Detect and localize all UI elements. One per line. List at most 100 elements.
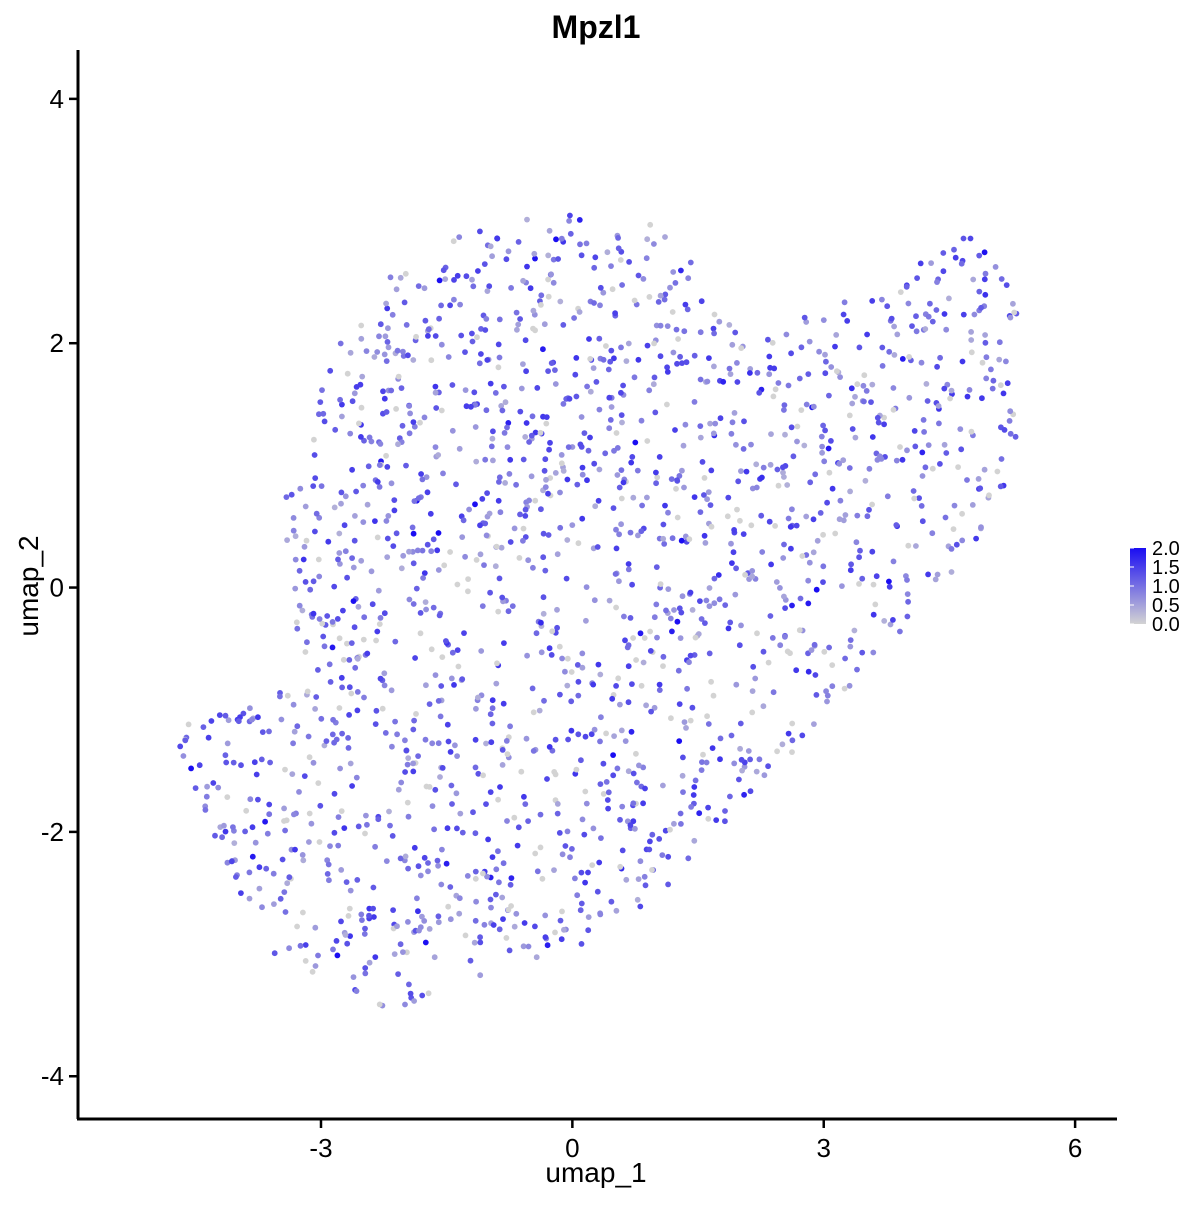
data-point bbox=[325, 861, 332, 868]
x-tick-label: 6 bbox=[1068, 1133, 1082, 1163]
data-point bbox=[893, 457, 900, 464]
data-point bbox=[397, 855, 404, 862]
data-point bbox=[417, 610, 424, 616]
data-point bbox=[646, 846, 653, 853]
data-point bbox=[469, 276, 475, 283]
data-point bbox=[783, 331, 790, 338]
data-point bbox=[903, 283, 910, 290]
data-point bbox=[472, 736, 479, 743]
data-point bbox=[372, 518, 378, 524]
data-point bbox=[660, 782, 666, 789]
data-point bbox=[479, 496, 486, 502]
data-point bbox=[733, 681, 740, 688]
data-point bbox=[681, 719, 688, 725]
data-point bbox=[277, 693, 283, 700]
data-point bbox=[766, 518, 773, 525]
data-point bbox=[806, 559, 813, 566]
data-point bbox=[552, 367, 558, 373]
data-point bbox=[311, 452, 318, 458]
data-point bbox=[801, 442, 808, 449]
data-point bbox=[567, 230, 574, 237]
data-point bbox=[710, 430, 717, 437]
data-point bbox=[592, 503, 599, 510]
data-point bbox=[475, 770, 482, 777]
data-point bbox=[508, 875, 515, 881]
data-point bbox=[529, 413, 536, 420]
data-point bbox=[819, 449, 825, 456]
data-point bbox=[823, 688, 829, 695]
data-point bbox=[338, 808, 345, 814]
data-point bbox=[689, 704, 696, 711]
data-point bbox=[869, 548, 876, 555]
data-point bbox=[605, 789, 612, 796]
data-point bbox=[697, 376, 704, 383]
data-point bbox=[520, 943, 527, 950]
data-point bbox=[849, 400, 856, 407]
data-point bbox=[765, 336, 771, 343]
data-point bbox=[557, 917, 564, 924]
data-point bbox=[311, 436, 317, 443]
data-point bbox=[1011, 309, 1018, 316]
data-point bbox=[613, 604, 619, 611]
data-point bbox=[411, 423, 418, 430]
data-point bbox=[976, 252, 983, 259]
data-point bbox=[627, 529, 634, 536]
data-point bbox=[733, 441, 739, 448]
data-point bbox=[557, 524, 564, 531]
data-point bbox=[398, 779, 405, 786]
data-point bbox=[405, 865, 411, 872]
data-point bbox=[438, 407, 445, 414]
data-point bbox=[741, 791, 747, 798]
data-point bbox=[313, 510, 320, 517]
data-point bbox=[689, 607, 696, 613]
data-point bbox=[459, 676, 466, 683]
data-point bbox=[337, 561, 343, 567]
data-point bbox=[364, 501, 371, 508]
data-point bbox=[774, 748, 780, 755]
data-point bbox=[302, 649, 309, 655]
data-point bbox=[687, 717, 694, 724]
data-point bbox=[568, 698, 575, 705]
data-point bbox=[716, 318, 723, 325]
data-point bbox=[327, 679, 334, 685]
data-point bbox=[462, 932, 469, 939]
data-point bbox=[526, 439, 532, 445]
data-point bbox=[579, 464, 586, 471]
data-point bbox=[247, 705, 253, 712]
data-point bbox=[1003, 282, 1010, 288]
data-point bbox=[534, 385, 541, 391]
data-point bbox=[543, 476, 549, 483]
data-point bbox=[334, 952, 341, 959]
data-point bbox=[354, 877, 361, 883]
data-point bbox=[899, 356, 906, 362]
data-point bbox=[598, 714, 604, 721]
data-point bbox=[436, 277, 443, 284]
data-point bbox=[633, 657, 639, 663]
data-point bbox=[978, 524, 984, 531]
x-axis-ticks: -3 0 3 6 bbox=[309, 1119, 1082, 1163]
data-point bbox=[781, 593, 787, 600]
data-point bbox=[772, 386, 779, 393]
data-point bbox=[548, 271, 554, 278]
data-point bbox=[605, 366, 612, 373]
data-point bbox=[339, 401, 345, 408]
data-point bbox=[870, 649, 877, 656]
data-point bbox=[842, 512, 849, 518]
data-point bbox=[430, 604, 437, 611]
data-point bbox=[449, 801, 455, 807]
data-point bbox=[410, 768, 417, 775]
data-point bbox=[893, 522, 900, 528]
data-point bbox=[320, 633, 327, 640]
data-point bbox=[243, 807, 250, 814]
data-point bbox=[451, 277, 457, 283]
data-point bbox=[836, 460, 843, 467]
data-point bbox=[439, 765, 446, 771]
data-point bbox=[767, 461, 774, 468]
data-point bbox=[494, 235, 500, 242]
data-point bbox=[388, 687, 395, 694]
data-point bbox=[550, 279, 557, 286]
data-point bbox=[445, 738, 452, 745]
data-point bbox=[540, 610, 547, 617]
data-point bbox=[697, 598, 703, 604]
data-point bbox=[674, 618, 681, 625]
